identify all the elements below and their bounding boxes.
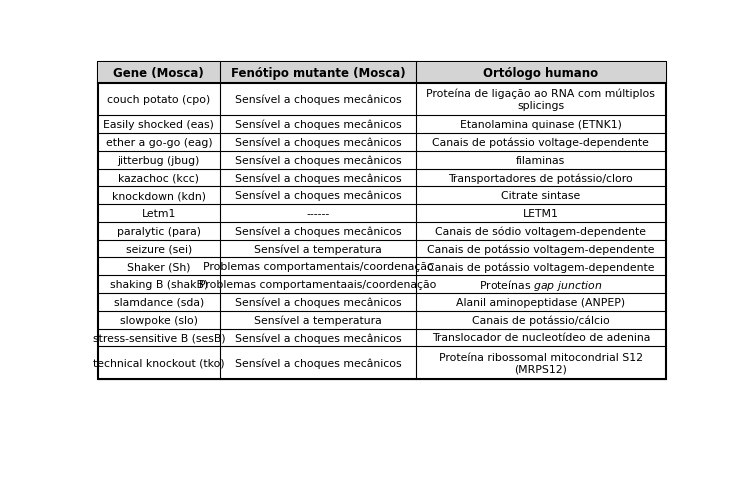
Text: kazachoc (kcc): kazachoc (kcc) — [118, 173, 200, 183]
Text: Sensível a choques mecânicos: Sensível a choques mecânicos — [235, 120, 402, 130]
Text: Sensível a choques mecânicos: Sensível a choques mecânicos — [235, 358, 402, 368]
Text: filaminas: filaminas — [516, 156, 565, 165]
Text: Sensível a choques mecânicos: Sensível a choques mecânicos — [235, 95, 402, 105]
Text: Sensível a choques mecânicos: Sensível a choques mecânicos — [235, 137, 402, 148]
Text: seizure (sei): seizure (sei) — [126, 244, 192, 254]
Text: Alanil aminopeptidase (ANPEP): Alanil aminopeptidase (ANPEP) — [457, 297, 626, 307]
Text: Easily shocked (eas): Easily shocked (eas) — [104, 120, 215, 130]
Text: Proteína de ligação ao RNA com múltiplos
splicings: Proteína de ligação ao RNA com múltiplos… — [426, 89, 656, 111]
Text: slowpoke (slo): slowpoke (slo) — [120, 315, 198, 325]
Text: LETM1: LETM1 — [523, 209, 559, 218]
Text: Fenótipo mutante (Mosca): Fenótipo mutante (Mosca) — [231, 67, 405, 80]
Bar — [98, 63, 666, 84]
Text: Proteínas $\mathit{gap\ junction}$: Proteínas $\mathit{gap\ junction}$ — [479, 277, 603, 292]
Text: Gene (Mosca): Gene (Mosca) — [113, 67, 204, 80]
Text: Ortólogo humano: Ortólogo humano — [484, 67, 598, 80]
Text: Letm1: Letm1 — [142, 209, 176, 218]
Text: Problemas comportamentaais/coordenação: Problemas comportamentaais/coordenação — [199, 279, 437, 289]
Text: ether a go-go (eag): ether a go-go (eag) — [106, 138, 212, 147]
Text: Shaker (Sh): Shaker (Sh) — [127, 262, 191, 272]
Text: Etanolamina quinase (ETNK1): Etanolamina quinase (ETNK1) — [460, 120, 622, 130]
Text: Canais de potássio voltage-dependente: Canais de potássio voltage-dependente — [432, 137, 650, 148]
Text: Canais de potássio/cálcio: Canais de potássio/cálcio — [472, 315, 609, 325]
Text: Canais de potássio voltagem-dependente: Canais de potássio voltagem-dependente — [427, 244, 655, 254]
Text: Sensível a choques mecânicos: Sensível a choques mecânicos — [235, 173, 402, 183]
Bar — [98, 63, 666, 379]
Text: ------: ------ — [306, 209, 329, 218]
Text: Sensível a choques mecânicos: Sensível a choques mecânicos — [235, 333, 402, 343]
Text: Translocador de nucleotídeo de adenina: Translocador de nucleotídeo de adenina — [431, 333, 650, 343]
Text: knockdown (kdn): knockdown (kdn) — [112, 191, 206, 201]
Text: Transportadores de potássio/cloro: Transportadores de potássio/cloro — [448, 173, 633, 183]
Text: Sensível a choques mecânicos: Sensível a choques mecânicos — [235, 297, 402, 308]
Text: Sensível a temperatura: Sensível a temperatura — [254, 244, 381, 254]
Text: paralytic (para): paralytic (para) — [117, 227, 201, 236]
Text: Sensível a temperatura: Sensível a temperatura — [254, 315, 381, 325]
Text: Sensível a choques mecânicos: Sensível a choques mecânicos — [235, 155, 402, 166]
Text: Canais de sódio voltagem-dependente: Canais de sódio voltagem-dependente — [435, 226, 647, 237]
Text: Sensível a choques mecânicos: Sensível a choques mecânicos — [235, 226, 402, 237]
Text: Canais de potássio voltagem-dependente: Canais de potássio voltagem-dependente — [427, 262, 655, 272]
Text: jitterbug (jbug): jitterbug (jbug) — [118, 156, 200, 165]
Text: Sensível a choques mecânicos: Sensível a choques mecânicos — [235, 191, 402, 201]
Text: Citrate sintase: Citrate sintase — [501, 191, 580, 201]
Text: technical knockout (tko): technical knockout (tko) — [93, 358, 225, 368]
Text: couch potato (cpo): couch potato (cpo) — [107, 95, 210, 105]
Text: stress-sensitive B (sesB): stress-sensitive B (sesB) — [92, 333, 225, 343]
Text: Proteína ribossomal mitocondrial S12
(MRPS12): Proteína ribossomal mitocondrial S12 (MR… — [439, 352, 643, 373]
Text: Problemas comportamentais/coordenação: Problemas comportamentais/coordenação — [203, 262, 434, 272]
Text: slamdance (sda): slamdance (sda) — [114, 297, 204, 307]
Text: shaking B (shakB): shaking B (shakB) — [110, 279, 208, 289]
